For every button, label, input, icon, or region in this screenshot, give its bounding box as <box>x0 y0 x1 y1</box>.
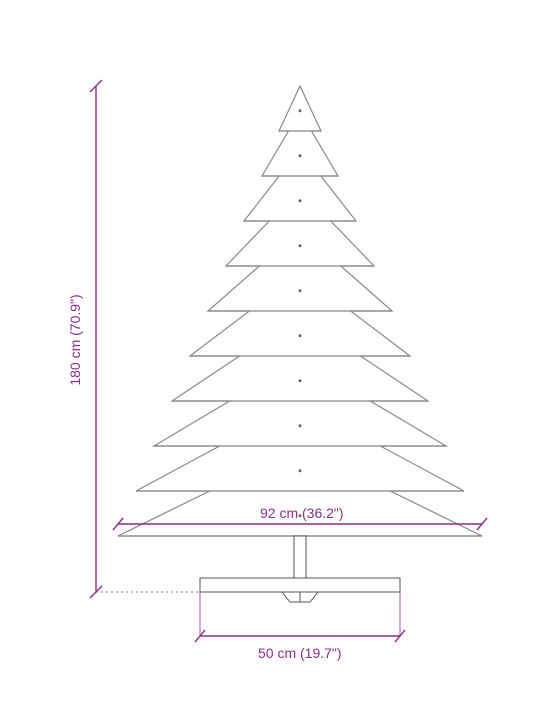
center-dot <box>299 199 302 202</box>
dim-label-base: 50 cm (19.7") <box>258 645 342 661</box>
center-dot <box>299 379 302 382</box>
dim-label-height: 180 cm (70.9") <box>67 294 83 385</box>
center-dot <box>299 334 302 337</box>
center-dot <box>299 109 302 112</box>
center-dot <box>299 289 302 292</box>
center-dot <box>299 244 302 247</box>
trunk <box>294 536 306 578</box>
center-dot <box>299 424 302 427</box>
dimension-diagram: 180 cm (70.9") 92 cm (36.2") 50 cm (19.7") <box>0 0 540 720</box>
base-bar <box>200 578 400 592</box>
dim-label-span: 92 cm (36.2") <box>260 505 344 521</box>
center-dot <box>299 154 302 157</box>
center-dot <box>299 469 302 472</box>
